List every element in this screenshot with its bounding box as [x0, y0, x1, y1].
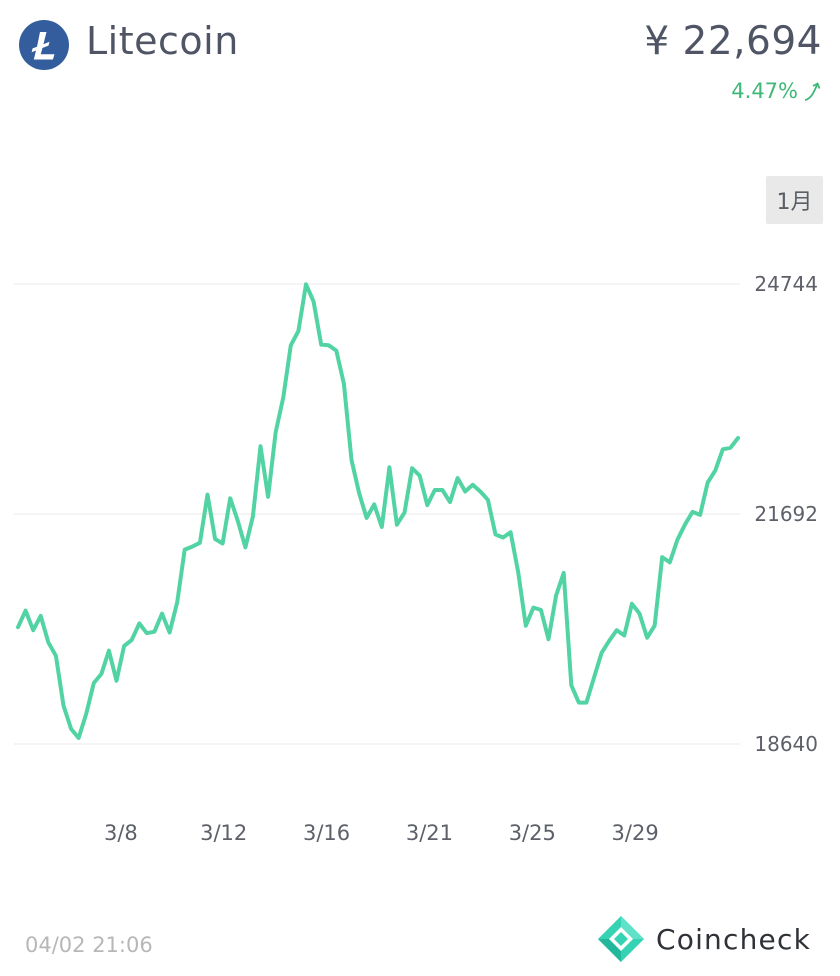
coincheck-brand: Coincheck — [596, 914, 826, 966]
y-tick-label: 21692 — [754, 502, 818, 526]
series-line-0 — [16, 282, 740, 740]
header: Litecoin ¥ 22,694 4.47% — [0, 0, 840, 110]
timestamp: 04/02 21:06 — [25, 933, 153, 957]
x-tick-label: 3/8 — [104, 821, 138, 845]
price-change: 4.47% — [731, 79, 824, 103]
coincheck-diamond-icon — [596, 914, 646, 968]
period-1-month-button[interactable]: 1月 — [766, 176, 823, 224]
litecoin-icon — [19, 20, 69, 70]
coincheck-brand-name: Coincheck — [656, 923, 811, 956]
y-tick-label: 24744 — [754, 272, 818, 296]
price-change-value: 4.47% — [731, 79, 798, 103]
x-tick-label: 3/12 — [200, 821, 247, 845]
current-price: ¥ 22,694 — [644, 19, 822, 64]
trend-up-arrow-icon — [802, 80, 824, 102]
price-chart: 24744 21692 18640 3/8 3/12 3/16 3/21 3/25 3/29 — [14, 272, 818, 845]
x-tick-label: 3/16 — [303, 821, 350, 845]
y-tick-label: 18640 — [754, 732, 818, 756]
x-tick-label: 3/25 — [509, 821, 556, 845]
coin-name: Litecoin — [86, 19, 239, 63]
x-tick-label: 3/29 — [612, 821, 659, 845]
x-tick-label: 3/21 — [406, 821, 453, 845]
